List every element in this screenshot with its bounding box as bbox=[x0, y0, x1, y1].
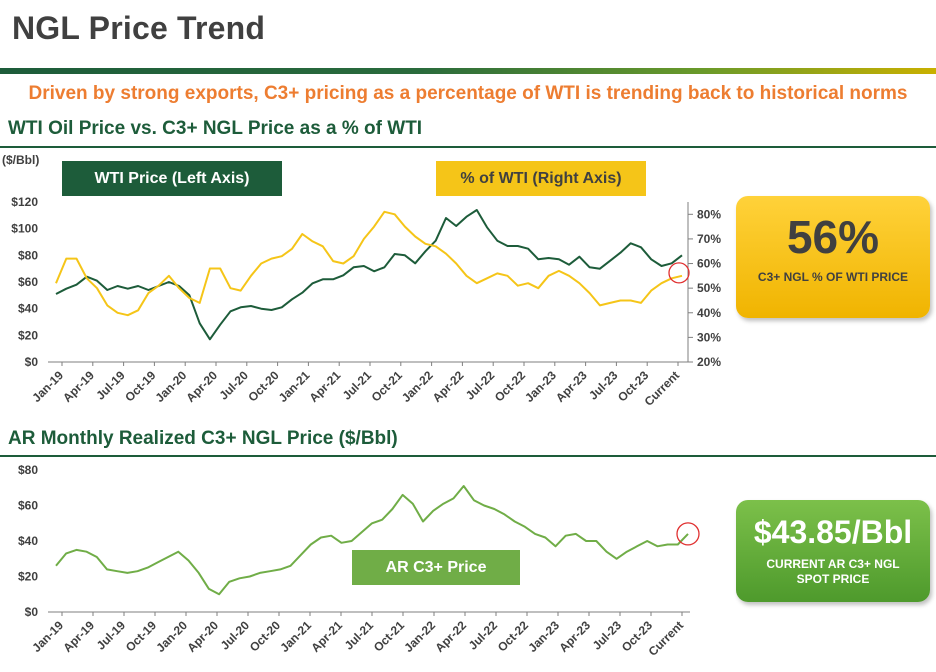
ar-callout-label-2: SPOT PRICE bbox=[796, 572, 870, 586]
wti-price-line bbox=[55, 209, 683, 341]
ar-c3-price-line bbox=[55, 485, 689, 596]
x-tick-label: Jul-19 bbox=[94, 618, 129, 653]
current-value-highlight-circle bbox=[668, 262, 690, 284]
x-tick-label: Jul-20 bbox=[218, 618, 253, 653]
x-tick-label: Apr-20 bbox=[183, 368, 220, 405]
page-title: NGL Price Trend bbox=[12, 10, 266, 46]
y-right-tick-label: 40% bbox=[697, 306, 721, 320]
y-tick-label: $20 bbox=[18, 570, 38, 584]
ar-callout-value: $43.85/Bbl bbox=[753, 514, 913, 550]
top-chart-divider bbox=[0, 146, 936, 148]
x-tick-label: Oct-20 bbox=[247, 618, 284, 655]
x-tick-label: Oct-19 bbox=[122, 368, 159, 405]
x-tick-label: Oct-19 bbox=[123, 618, 160, 655]
title-divider bbox=[0, 68, 936, 74]
x-tick-label: Jul-22 bbox=[466, 618, 501, 653]
pct-callout: 56% C3+ NGL % OF WTI PRICE bbox=[736, 196, 930, 318]
ar-c3-price-chart: $0$20$40$60$80Jan-19Apr-19Jul-19Oct-19Ja… bbox=[18, 463, 700, 659]
y-left-tick-label: $20 bbox=[18, 328, 38, 342]
x-tick-label: Jan-20 bbox=[153, 618, 190, 655]
x-tick-label: Current bbox=[642, 368, 683, 409]
legend-pct-label: % of WTI (Right Axis) bbox=[460, 169, 622, 187]
bottom-chart-divider bbox=[0, 455, 936, 457]
x-tick-label: Apr-20 bbox=[184, 618, 221, 655]
legend-pct: % of WTI (Right Axis) bbox=[436, 161, 646, 196]
y-left-tick-label: $120 bbox=[11, 195, 38, 209]
x-tick-label: Apr-23 bbox=[553, 368, 590, 405]
y-right-tick-label: 60% bbox=[697, 257, 721, 271]
x-tick-label: Apr-22 bbox=[432, 618, 469, 655]
top-chart-title: WTI Oil Price vs. C3+ NGL Price as a % o… bbox=[8, 118, 423, 139]
x-tick-label: Jul-20 bbox=[216, 368, 251, 403]
y-right-tick-label: 30% bbox=[697, 330, 721, 344]
ar-callout: $43.85/Bbl CURRENT AR C3+ NGL SPOT PRICE bbox=[736, 500, 930, 602]
current-value-highlight-circle bbox=[676, 522, 700, 546]
x-tick-label: Jan-23 bbox=[522, 368, 559, 405]
x-tick-label: Jan-19 bbox=[29, 368, 66, 405]
x-tick-label: Oct-21 bbox=[369, 368, 406, 405]
x-tick-label: Apr-21 bbox=[308, 618, 345, 655]
legend-ar: AR C3+ Price bbox=[352, 550, 520, 585]
y-tick-label: $80 bbox=[18, 463, 38, 477]
x-tick-label: Apr-19 bbox=[60, 618, 97, 655]
x-tick-label: Apr-22 bbox=[430, 368, 467, 405]
x-tick-label: Oct-20 bbox=[245, 368, 282, 405]
x-tick-label: Jul-21 bbox=[342, 618, 377, 653]
x-tick-label: Jan-23 bbox=[525, 618, 562, 655]
x-tick-label: Apr-23 bbox=[556, 618, 593, 655]
x-tick-label: Oct-22 bbox=[492, 368, 529, 405]
x-tick-label: Current bbox=[646, 618, 687, 659]
left-axis-unit: ($/Bbl) bbox=[2, 153, 40, 167]
x-tick-label: Oct-22 bbox=[495, 618, 532, 655]
x-tick-label: Jan-22 bbox=[401, 618, 438, 655]
x-tick-label: Jan-22 bbox=[399, 368, 436, 405]
y-left-tick-label: $80 bbox=[18, 248, 38, 262]
legend-wti-label: WTI Price (Left Axis) bbox=[94, 169, 250, 187]
legend-ar-label: AR C3+ Price bbox=[385, 558, 487, 576]
pct-of-wti-line bbox=[55, 210, 683, 317]
x-tick-label: Oct-21 bbox=[371, 618, 408, 655]
bottom-chart-title: AR Monthly Realized C3+ NGL Price ($/Bbl… bbox=[8, 428, 398, 449]
y-left-tick-label: $0 bbox=[25, 355, 39, 369]
y-right-tick-label: 80% bbox=[697, 207, 721, 221]
y-right-tick-label: 50% bbox=[697, 281, 721, 295]
y-left-tick-label: $40 bbox=[18, 302, 38, 316]
x-tick-label: Jan-21 bbox=[277, 618, 314, 655]
x-tick-label: Jul-23 bbox=[590, 618, 625, 653]
x-tick-label: Jul-22 bbox=[463, 368, 498, 403]
x-tick-label: Jan-19 bbox=[29, 618, 66, 655]
legend-wti: WTI Price (Left Axis) bbox=[62, 161, 282, 196]
x-tick-label: Apr-21 bbox=[307, 368, 344, 405]
x-tick-label: Jan-20 bbox=[153, 368, 190, 405]
x-tick-label: Jul-23 bbox=[586, 368, 621, 403]
x-tick-label: Jul-19 bbox=[93, 368, 128, 403]
x-tick-label: Jul-21 bbox=[340, 368, 375, 403]
page-subtitle: Driven by strong exports, C3+ pricing as… bbox=[28, 83, 908, 104]
y-tick-label: $40 bbox=[18, 534, 38, 548]
wti-vs-pct-chart: $0 $20 $40 $60 $80 $100 $120 20% 30% 40% 50% 60% 70%… bbox=[11, 195, 721, 409]
y-tick-label: $0 bbox=[25, 605, 39, 619]
y-right-tick-label: 20% bbox=[697, 355, 721, 369]
y-left-tick-label: $100 bbox=[11, 222, 38, 236]
y-left-tick-label: $60 bbox=[18, 275, 38, 289]
pct-callout-label: C3+ NGL % OF WTI PRICE bbox=[757, 270, 909, 284]
y-right-tick-label: 70% bbox=[697, 232, 721, 246]
pct-callout-value: 56% bbox=[786, 211, 880, 263]
ar-callout-label-1: CURRENT AR C3+ NGL bbox=[766, 557, 900, 571]
y-tick-label: $60 bbox=[18, 499, 38, 513]
x-tick-label: Apr-19 bbox=[60, 368, 97, 405]
x-tick-label: Jan-21 bbox=[276, 368, 313, 405]
